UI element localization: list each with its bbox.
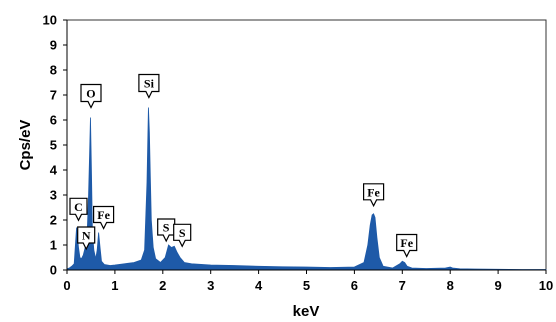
callout-box [77, 226, 96, 251]
y-axis: 0 1 2 3 4 5 6 7 8 9 10 [43, 13, 68, 278]
x-tick-label: 2 [159, 278, 166, 293]
callout-box [69, 197, 88, 222]
callout-label: Si [144, 77, 155, 91]
callout-box [92, 205, 115, 230]
x-tick-label: 7 [399, 278, 406, 293]
y-tick-label: 3 [50, 188, 57, 203]
y-tick-label: 0 [50, 263, 57, 278]
y-tick-label: 1 [50, 238, 57, 253]
x-tick-label: 0 [63, 278, 70, 293]
y-tick-label: 4 [50, 163, 58, 178]
callout-box [396, 233, 418, 258]
spectrum-area [66, 107, 547, 271]
callout-label: S [163, 221, 170, 235]
callout-label: O [86, 87, 95, 101]
callout-c: C [69, 197, 88, 222]
x-tick-label: 10 [539, 278, 553, 293]
x-tick-label: 4 [255, 278, 263, 293]
callout-box [138, 73, 160, 99]
x-tick-label: 1 [111, 278, 118, 293]
callout-label: C [74, 200, 83, 214]
callout-fe: Fe [92, 205, 115, 230]
callout-n: N [77, 226, 96, 251]
callout-si: Si [138, 73, 160, 99]
x-axis: 0 1 2 3 4 5 6 7 8 9 10 [63, 269, 553, 293]
y-axis-title: Cps/eV [17, 120, 34, 171]
x-axis-title: keV [293, 303, 320, 320]
callout-label: Fe [400, 236, 413, 250]
callout-s: S [173, 223, 192, 248]
callout-o: O [80, 83, 102, 109]
spectrum-series [66, 107, 547, 271]
callout-box [363, 183, 385, 208]
x-tick-label: 9 [494, 278, 501, 293]
x-tick-label: 5 [303, 278, 310, 293]
y-tick-label: 8 [50, 63, 57, 78]
y-tick-label: 2 [50, 213, 57, 228]
callout-label: N [82, 229, 91, 243]
y-tick-label: 7 [50, 88, 57, 103]
callout-label: Fe [97, 208, 110, 222]
callout-fe: Fe [396, 233, 418, 258]
y-tick-label: 6 [50, 113, 57, 128]
y-tick-label: 10 [43, 13, 57, 28]
plot-border [66, 19, 547, 271]
callout-box [80, 83, 102, 109]
callout-fe: Fe [363, 183, 385, 208]
callout-s: S [157, 218, 176, 243]
callout-box [157, 218, 176, 243]
callout-label: S [179, 226, 186, 240]
x-tick-label: 8 [447, 278, 454, 293]
callout-box [173, 223, 192, 248]
x-tick-label: 6 [351, 278, 358, 293]
element-callouts: O Si C N Fe S S Fe Fe [69, 73, 418, 258]
y-tick-label: 9 [50, 38, 57, 53]
x-tick-label: 3 [207, 278, 214, 293]
callout-label: Fe [367, 185, 380, 199]
y-tick-label: 5 [50, 138, 57, 153]
plot-area [66, 19, 547, 271]
